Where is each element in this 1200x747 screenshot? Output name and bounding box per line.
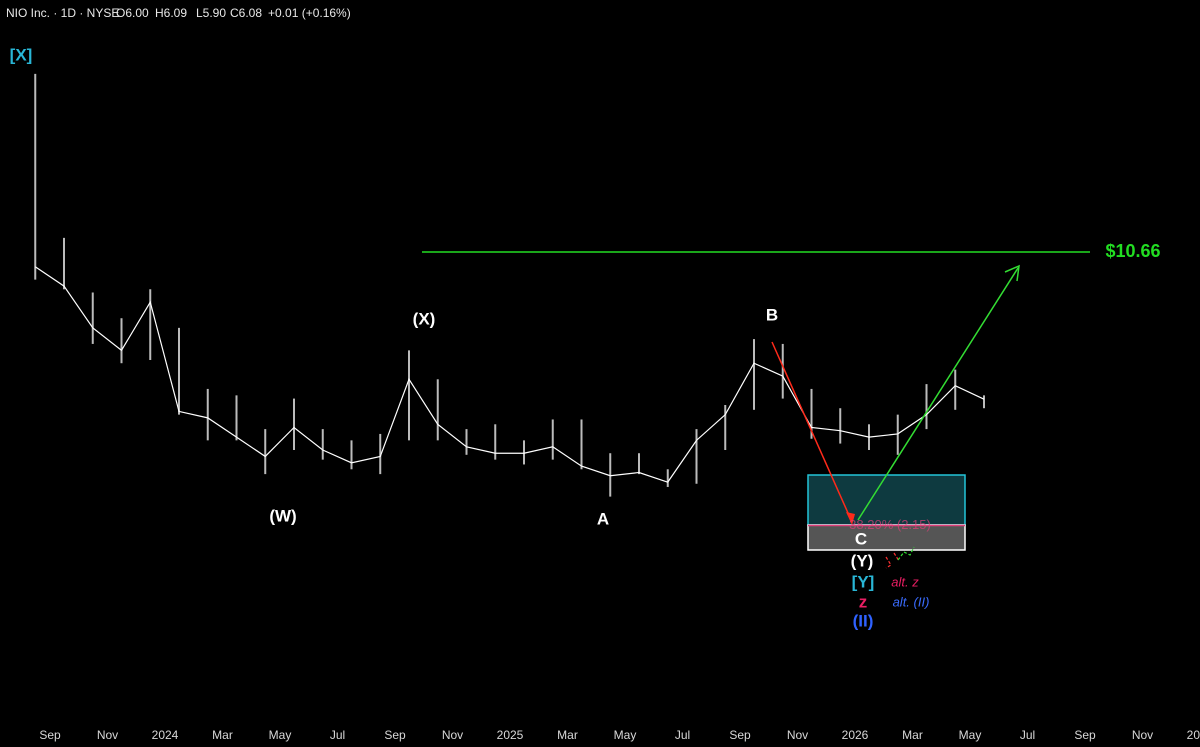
- wave-label: (X): [413, 309, 436, 328]
- alt-label: alt. (II): [893, 594, 930, 609]
- wave-label: [X]: [10, 45, 33, 64]
- fib-label: 38.20% (2.15): [849, 517, 931, 532]
- x-tick-label: 2024: [152, 728, 179, 742]
- wave-label: [Y]: [852, 572, 875, 591]
- change: +0.01 (+0.16%): [268, 6, 351, 20]
- close-line: [34, 266, 985, 483]
- symbol: NIO Inc. · 1D · NYSE: [6, 6, 119, 20]
- deep-zone: [807, 524, 966, 551]
- wave-label: (W): [269, 506, 296, 525]
- arrow-head: [846, 512, 855, 525]
- wave-label: (Y): [851, 551, 874, 570]
- x-tick-label: Sep: [39, 728, 61, 742]
- arrow-down: [771, 341, 853, 523]
- x-tick-label: Jul: [675, 728, 690, 742]
- alt-label: alt. z: [891, 574, 919, 589]
- wave-label: (II): [853, 611, 874, 630]
- x-tick-label: Mar: [212, 728, 233, 742]
- wave-label: B: [766, 305, 778, 324]
- x-tick-label: Sep: [1074, 728, 1096, 742]
- alt-path: [885, 552, 900, 569]
- x-tick-label: Mar: [902, 728, 923, 742]
- x-tick-label: Nov: [97, 728, 118, 742]
- x-tick-label: Mar: [557, 728, 578, 742]
- x-tick-label: Sep: [384, 728, 406, 742]
- x-tick-label: May: [959, 728, 982, 742]
- x-tick-label: Nov: [1132, 728, 1153, 742]
- wave-label: A: [597, 509, 609, 528]
- alt-path: [897, 546, 915, 561]
- x-tick-label: Nov: [787, 728, 808, 742]
- open: O6.00: [116, 6, 149, 20]
- x-tick-label: May: [614, 728, 637, 742]
- arrow-head: [1004, 264, 1020, 282]
- x-tick-label: Jul: [330, 728, 345, 742]
- x-tick-label: 2025: [497, 728, 524, 742]
- x-tick-label: May: [269, 728, 292, 742]
- x-tick-label: Jul: [1020, 728, 1035, 742]
- arrow-up: [857, 267, 1019, 521]
- target-label: $10.66: [1105, 241, 1160, 261]
- close: C6.08: [230, 6, 262, 20]
- x-tick-label: Sep: [729, 728, 751, 742]
- x-tick-label: 2027: [1187, 728, 1200, 742]
- x-tick-label: Nov: [442, 728, 463, 742]
- wave-label: z: [859, 592, 868, 611]
- high: H6.09: [155, 6, 187, 20]
- low: L5.90: [196, 6, 226, 20]
- x-tick-label: 2026: [842, 728, 869, 742]
- wave-label: C: [855, 529, 867, 548]
